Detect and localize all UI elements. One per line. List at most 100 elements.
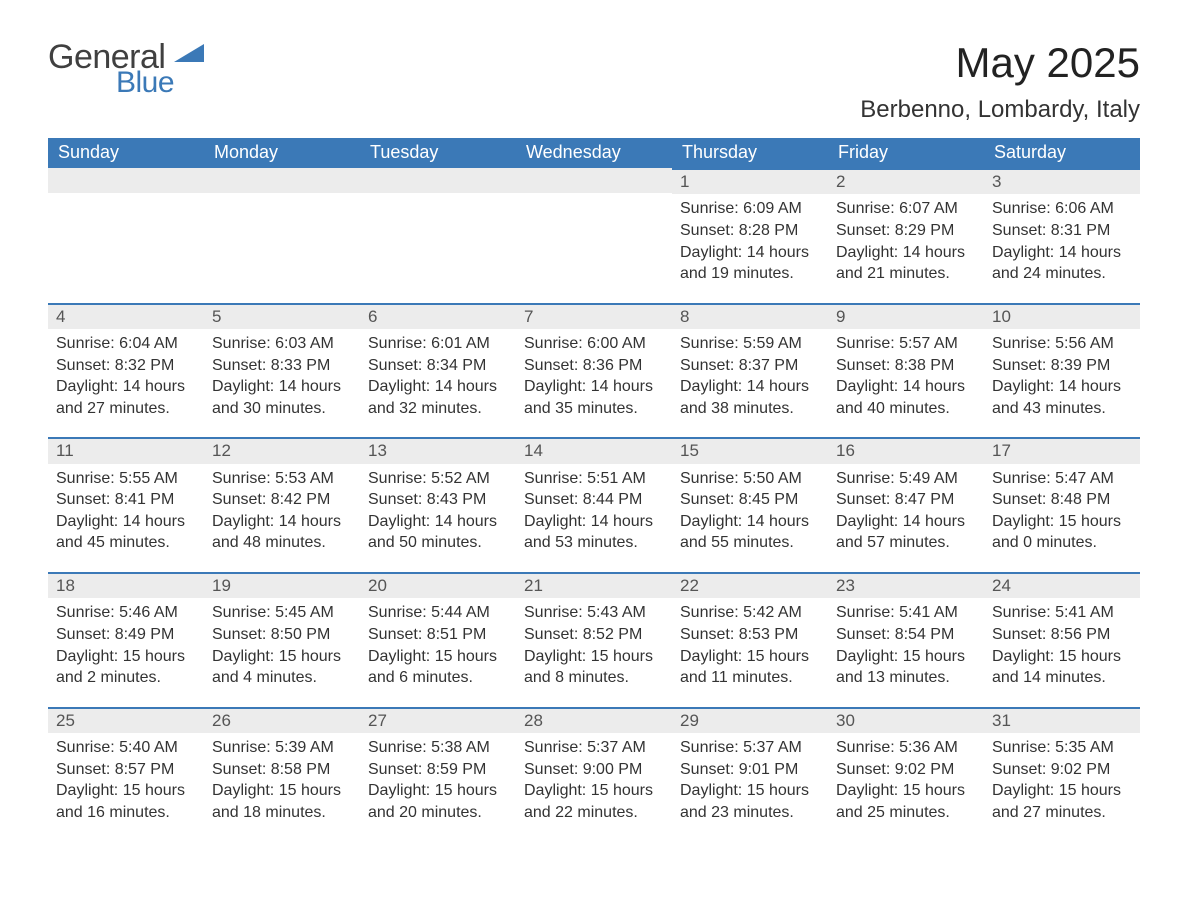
calendar-day-cell: 21 Sunrise: 5:43 AMSunset: 8:52 PMDayligh… [516,572,672,707]
day-number: 31 [984,707,1140,733]
daylight-line: Daylight: 14 hours and 43 minutes. [992,376,1132,419]
daylight-line: Daylight: 14 hours and 24 minutes. [992,242,1132,285]
day-number: 3 [984,168,1140,194]
sunrise-line: Sunrise: 5:50 AM [680,468,820,490]
sunset-line: Sunset: 8:44 PM [524,489,664,511]
header-row: General Blue May 2025 Berbenno, Lombardy… [48,40,1140,124]
calendar-day-cell: 22Sunrise: 5:42 AMSunset: 8:53 PMDayligh… [672,572,828,707]
day-number: 30 [828,707,984,733]
calendar-day-cell: 8Sunrise: 5:59 AMSunset: 8:37 PMDaylight… [672,303,828,438]
day-content: Sunrise: 5:44 AMSunset: 8:51 PMDaylight:… [360,598,516,706]
sunrise-line: Sunrise: 5:56 AM [992,333,1132,355]
sunset-line: Sunset: 8:43 PM [368,489,508,511]
daylight-line: Daylight: 14 hours and 19 minutes. [680,242,820,285]
daylight-line: Daylight: 15 hours and 2 minutes. [56,646,196,689]
calendar-day-cell: 7Sunrise: 6:00 AMSunset: 8:36 PMDaylight… [516,303,672,438]
day-number: 21 [516,572,672,598]
sunrise-line: Sunrise: 5:53 AM [212,468,352,490]
calendar-day-cell: 13Sunrise: 5:52 AMSunset: 8:43 PMDayligh… [360,437,516,572]
daylight-line: Daylight: 15 hours and 8 minutes. [524,646,664,689]
day-number: 11 [48,437,204,463]
day-content: Sunrise: 5:40 AMSunset: 8:57 PMDaylight:… [48,733,204,841]
weekday-header-row: SundayMondayTuesdayWednesdayThursdayFrid… [48,138,1140,168]
sunset-line: Sunset: 8:31 PM [992,220,1132,242]
daylight-line: Daylight: 15 hours and 11 minutes. [680,646,820,689]
brand-name-part2: Blue [116,68,204,98]
sunrise-line: Sunrise: 6:03 AM [212,333,352,355]
calendar-week-row: 25Sunrise: 5:40 AMSunset: 8:57 PMDayligh… [48,707,1140,842]
sunrise-line: Sunrise: 5:38 AM [368,737,508,759]
weekday-header-cell: Thursday [672,138,828,168]
calendar-week-row: 1Sunrise: 6:09 AMSunset: 8:28 PMDaylight… [48,168,1140,303]
day-number: 27 [360,707,516,733]
day-number: 28 [516,707,672,733]
weekday-header-cell: Sunday [48,138,204,168]
day-content: Sunrise: 5:38 AMSunset: 8:59 PMDaylight:… [360,733,516,841]
day-number: 2 [828,168,984,194]
calendar-day-cell [48,168,204,303]
sunset-line: Sunset: 8:57 PM [56,759,196,781]
day-number: 18 [48,572,204,598]
day-number: 12 [204,437,360,463]
day-content: Sunrise: 5:46 AMSunset: 8:49 PMDaylight:… [48,598,204,706]
brand-logo: General Blue [48,40,204,98]
calendar-day-cell: 4Sunrise: 6:04 AMSunset: 8:32 PMDaylight… [48,303,204,438]
sunrise-line: Sunrise: 5:37 AM [524,737,664,759]
sunset-line: Sunset: 8:28 PM [680,220,820,242]
daylight-line: Daylight: 15 hours and 20 minutes. [368,780,508,823]
calendar-day-cell: 14Sunrise: 5:51 AMSunset: 8:44 PMDayligh… [516,437,672,572]
sunset-line: Sunset: 9:01 PM [680,759,820,781]
day-number: 20 [360,572,516,598]
daylight-line: Daylight: 14 hours and 45 minutes. [56,511,196,554]
day-number: 19 [204,572,360,598]
calendar-day-cell [516,168,672,303]
calendar-day-cell: 28Sunrise: 5:37 AMSunset: 9:00 PMDayligh… [516,707,672,842]
calendar-day-cell: 18Sunrise: 5:46 AMSunset: 8:49 PMDayligh… [48,572,204,707]
sunset-line: Sunset: 8:49 PM [56,624,196,646]
day-number: 6 [360,303,516,329]
weekday-header-cell: Tuesday [360,138,516,168]
day-number: 8 [672,303,828,329]
calendar-day-cell: 20Sunrise: 5:44 AMSunset: 8:51 PMDayligh… [360,572,516,707]
sunset-line: Sunset: 8:34 PM [368,355,508,377]
daylight-line: Daylight: 15 hours and 27 minutes. [992,780,1132,823]
sunrise-line: Sunrise: 5:36 AM [836,737,976,759]
sunrise-line: Sunrise: 5:37 AM [680,737,820,759]
sunrise-line: Sunrise: 5:41 AM [836,602,976,624]
calendar-day-cell: 1Sunrise: 6:09 AMSunset: 8:28 PMDaylight… [672,168,828,303]
sunrise-line: Sunrise: 6:00 AM [524,333,664,355]
sunset-line: Sunset: 9:02 PM [992,759,1132,781]
day-content: Sunrise: 5:37 AMSunset: 9:01 PMDaylight:… [672,733,828,841]
day-content: Sunrise: 5:35 AMSunset: 9:02 PMDaylight:… [984,733,1140,841]
day-content: Sunrise: 6:03 AMSunset: 8:33 PMDaylight:… [204,329,360,437]
day-number: 16 [828,437,984,463]
day-number: 7 [516,303,672,329]
sunset-line: Sunset: 8:58 PM [212,759,352,781]
empty-day-content [204,193,360,297]
day-content: Sunrise: 5:56 AMSunset: 8:39 PMDaylight:… [984,329,1140,437]
empty-day-content [516,193,672,297]
sunrise-line: Sunrise: 6:04 AM [56,333,196,355]
calendar-day-cell: 3 Sunrise: 6:06 AMSunset: 8:31 PMDaylight… [984,168,1140,303]
weekday-header-cell: Friday [828,138,984,168]
sunset-line: Sunset: 9:02 PM [836,759,976,781]
empty-day-bar [360,168,516,193]
day-number: 23 [828,572,984,598]
daylight-line: Daylight: 14 hours and 50 minutes. [368,511,508,554]
calendar-day-cell: 30 Sunrise: 5:36 AMSunset: 9:02 PMDayligh… [828,707,984,842]
calendar-day-cell: 5Sunrise: 6:03 AMSunset: 8:33 PMDaylight… [204,303,360,438]
daylight-line: Daylight: 15 hours and 18 minutes. [212,780,352,823]
daylight-line: Daylight: 15 hours and 25 minutes. [836,780,976,823]
day-content: Sunrise: 5:39 AMSunset: 8:58 PMDaylight:… [204,733,360,841]
sunrise-line: Sunrise: 5:43 AM [524,602,664,624]
calendar-day-cell: 19Sunrise: 5:45 AMSunset: 8:50 PMDayligh… [204,572,360,707]
sunrise-line: Sunrise: 6:06 AM [992,198,1132,220]
location-subtitle: Berbenno, Lombardy, Italy [860,96,1140,124]
daylight-line: Daylight: 14 hours and 27 minutes. [56,376,196,419]
day-number: 26 [204,707,360,733]
sunset-line: Sunset: 8:52 PM [524,624,664,646]
daylight-line: Daylight: 15 hours and 14 minutes. [992,646,1132,689]
day-content: Sunrise: 5:57 AMSunset: 8:38 PMDaylight:… [828,329,984,437]
sunrise-line: Sunrise: 5:39 AM [212,737,352,759]
daylight-line: Daylight: 14 hours and 57 minutes. [836,511,976,554]
